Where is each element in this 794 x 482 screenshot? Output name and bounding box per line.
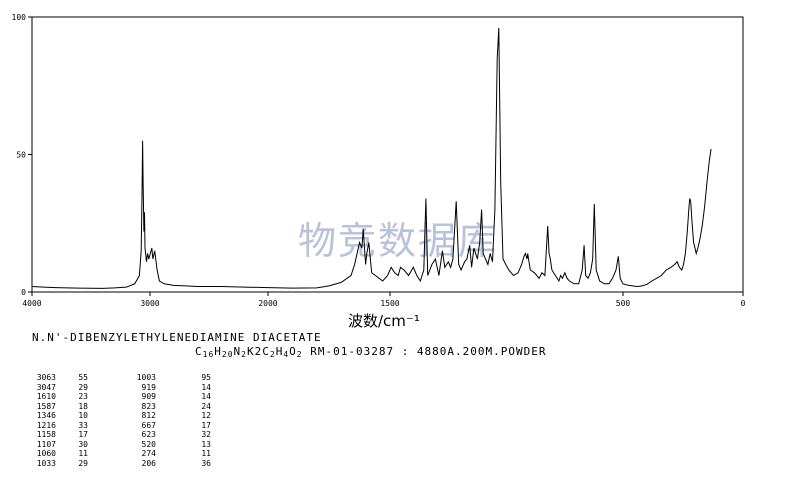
peak-intensity: 17 xyxy=(78,430,88,439)
peak-wavenumber: 1107 xyxy=(36,439,56,449)
peak-wavenumber: 812 xyxy=(141,411,156,420)
molecular-formula: C16H20N2K2C2H4O2 xyxy=(195,345,303,359)
peak-intensity: 33 xyxy=(78,420,88,430)
y-tick-label: 50 xyxy=(16,151,26,160)
peak-row: 1107 30 520 13 xyxy=(32,440,272,450)
peak-wavenumber: 1158 xyxy=(36,430,56,439)
peak-row: 3063 55 1003 95 xyxy=(32,373,272,383)
peak-wavenumber: 1003 xyxy=(136,373,156,382)
x-tick-label: 4000 xyxy=(22,299,41,308)
peak-wavenumber: 1346 xyxy=(36,411,56,420)
sample-info: RM-01-03287 : 4880A.200M.POWDER xyxy=(310,345,547,358)
peak-wavenumber: 1610 xyxy=(36,392,56,401)
y-tick-label: 100 xyxy=(12,13,27,22)
formula-element: N xyxy=(233,345,242,358)
formula-subscript: 16 xyxy=(202,350,215,359)
peak-row: 1587 18 823 24 xyxy=(32,402,272,412)
peak-intensity: 23 xyxy=(78,392,88,401)
x-tick-label: 1500 xyxy=(380,299,399,308)
peak-intensity: 10 xyxy=(78,411,88,420)
formula-element: O xyxy=(289,345,297,358)
peak-intensity: 95 xyxy=(201,373,211,382)
peak-row: 1158 17 623 32 xyxy=(32,430,272,440)
peak-wavenumber: 823 xyxy=(141,401,156,411)
peak-intensity: 12 xyxy=(201,411,211,420)
peak-row: 1060 11 274 11 xyxy=(32,449,272,459)
peak-intensity: 30 xyxy=(78,439,88,449)
formula-subscript: 4 xyxy=(283,350,290,359)
peak-wavenumber: 274 xyxy=(141,449,156,458)
peak-wavenumber: 1033 xyxy=(36,458,56,468)
x-axis-label: 波数/cm⁻¹ xyxy=(348,312,420,330)
y-axis: 0 50 100 xyxy=(12,13,32,297)
peak-wavenumber: 667 xyxy=(141,420,156,430)
formula-element: H xyxy=(275,345,284,358)
peak-intensity: 36 xyxy=(201,458,211,468)
peak-wavenumber: 1587 xyxy=(36,401,56,411)
y-tick-label: 0 xyxy=(21,288,26,297)
formula-element: C xyxy=(195,345,203,358)
spectrum-line xyxy=(31,27,712,289)
peak-intensity: 17 xyxy=(201,420,211,430)
peak-intensity: 14 xyxy=(201,392,211,401)
x-tick-label: 2000 xyxy=(258,299,277,308)
peak-wavenumber: 206 xyxy=(141,458,156,468)
peak-intensity: 13 xyxy=(201,439,211,449)
peak-intensity: 29 xyxy=(78,458,88,468)
peak-intensity: 32 xyxy=(201,430,211,439)
formula-subscript: 2 xyxy=(296,350,303,359)
peak-intensity: 55 xyxy=(78,373,88,382)
peak-intensity: 11 xyxy=(78,449,88,458)
compound-name: N.N'-DIBENZYLETHYLENEDIAMINE DIACETATE xyxy=(32,331,322,344)
peak-wavenumber: 623 xyxy=(141,430,156,439)
peak-row: 3047 29 919 14 xyxy=(32,383,272,393)
peak-intensity: 18 xyxy=(78,401,88,411)
peak-wavenumber: 919 xyxy=(141,382,156,392)
peak-wavenumber: 3063 xyxy=(36,373,56,382)
peak-intensity: 14 xyxy=(201,382,211,392)
watermark: 物竞数据库 xyxy=(298,219,498,263)
x-tick-label: 0 xyxy=(741,299,746,308)
x-axis: 4000 3000 2000 1500 500 0 xyxy=(22,292,746,308)
peak-wavenumber: 1216 xyxy=(36,420,56,430)
peak-row: 1033 29 206 36 xyxy=(32,459,272,469)
x-tick-label: 3000 xyxy=(140,299,159,308)
formula-element: H xyxy=(214,345,222,358)
peak-intensity: 24 xyxy=(201,401,211,411)
formula-subscript: 2 xyxy=(269,350,276,359)
formula-info-line: C16H20N2K2C2H4O2 RM-01-03287 : 4880A.200… xyxy=(195,345,547,359)
formula-subscript: 20 xyxy=(221,350,234,359)
spectrum-chart: 物竞数据库 4000 3000 2000 1500 500 0 0 50 100 波数/cm⁻… xyxy=(12,13,746,330)
peak-row: 1216 33 667 17 xyxy=(32,421,272,431)
peak-intensity: 11 xyxy=(201,449,211,458)
x-tick-label: 500 xyxy=(616,299,631,308)
peak-row: 1346 10 812 12 xyxy=(32,411,272,421)
peak-row: 1610 23 909 14 xyxy=(32,392,272,402)
peak-wavenumber: 1060 xyxy=(36,449,56,458)
peak-intensity: 29 xyxy=(78,382,88,392)
peak-wavenumber: 520 xyxy=(141,439,156,449)
peak-wavenumber: 3047 xyxy=(36,382,56,392)
peak-wavenumber: 909 xyxy=(141,392,156,401)
formula-subscript: 2 xyxy=(241,350,247,359)
peak-table: 3063 55 1003 95 3047 29 919 14 1610 23 909 14 1587 18… xyxy=(32,373,272,468)
formula-element: K2C xyxy=(246,345,270,358)
